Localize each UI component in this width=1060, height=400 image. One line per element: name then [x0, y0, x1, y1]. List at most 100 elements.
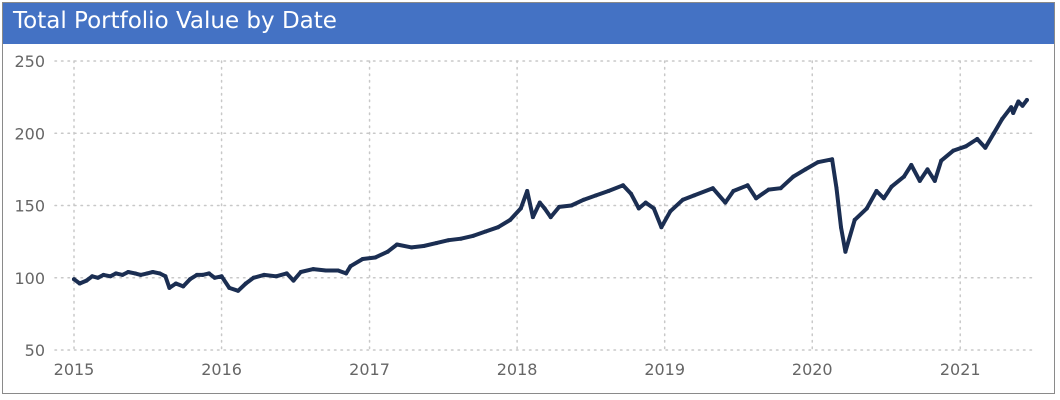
data-point	[508, 217, 513, 222]
x-axis-ticks: 2015 2016 2017 2018 2019 2020 2021	[54, 360, 981, 379]
data-point	[167, 285, 172, 290]
data-point	[446, 238, 451, 243]
data-point	[157, 271, 162, 276]
data-point	[385, 249, 390, 254]
data-point	[518, 206, 523, 211]
data-point	[200, 272, 205, 277]
series-line	[72, 98, 1029, 293]
data-point	[963, 144, 968, 149]
data-point	[77, 281, 82, 286]
data-point	[133, 271, 138, 276]
data-point	[219, 274, 224, 279]
data-point	[834, 186, 839, 191]
data-point	[360, 257, 365, 261]
data-point	[925, 167, 930, 172]
data-point	[471, 233, 476, 238]
data-point	[621, 183, 625, 188]
data-point	[830, 157, 835, 162]
x-tick-label: 2017	[349, 360, 390, 379]
data-point	[243, 281, 248, 286]
data-point	[323, 268, 328, 273]
data-point	[311, 267, 316, 272]
data-point	[557, 204, 562, 209]
data-point	[90, 274, 95, 279]
data-point	[983, 145, 988, 150]
y-tick-label: 250	[14, 52, 45, 71]
data-point	[881, 196, 886, 201]
y-tick-label: 200	[14, 124, 45, 143]
data-point	[188, 277, 192, 282]
data-point	[262, 272, 266, 277]
data-point	[373, 255, 378, 260]
data-point	[173, 281, 178, 286]
data-point	[227, 285, 232, 290]
data-point	[629, 191, 634, 196]
data-point	[395, 242, 399, 247]
data-point	[1024, 98, 1029, 102]
data-point	[659, 225, 664, 230]
chart-panel: Total Portfolio Value by Date 50 100 150 20…	[2, 2, 1055, 394]
data-point	[692, 193, 697, 198]
chart-title: Total Portfolio Value by Date	[13, 8, 337, 34]
data-point	[710, 186, 715, 191]
data-point	[1016, 99, 1021, 104]
data-point	[101, 272, 106, 277]
data-point	[126, 270, 131, 274]
data-point	[975, 137, 980, 141]
data-point	[336, 268, 340, 273]
series-layer	[72, 98, 1029, 293]
data-point	[72, 277, 76, 282]
data-point	[542, 206, 547, 211]
data-point	[530, 215, 535, 220]
data-point	[548, 215, 553, 220]
x-tick-label: 2019	[644, 360, 685, 379]
data-point	[284, 271, 289, 276]
data-point	[803, 167, 808, 172]
data-point	[525, 189, 530, 193]
data-point	[150, 270, 155, 274]
data-point	[348, 264, 353, 269]
data-point	[163, 274, 168, 279]
data-point	[114, 271, 118, 276]
data-point	[120, 272, 125, 277]
data-point	[766, 187, 771, 192]
data-point	[889, 184, 894, 189]
data-point	[458, 236, 463, 241]
data-point	[145, 271, 150, 276]
data-point	[778, 186, 783, 191]
data-point	[138, 272, 143, 277]
data-point	[815, 160, 820, 165]
data-point	[537, 200, 542, 205]
data-point	[194, 272, 199, 277]
data-point	[207, 271, 211, 276]
data-point	[181, 284, 186, 289]
data-point	[84, 278, 89, 283]
data-point	[1020, 103, 1025, 108]
data-point	[939, 158, 944, 163]
y-tick-label: 150	[14, 197, 45, 216]
data-point	[917, 178, 922, 183]
data-point	[723, 200, 728, 205]
data-point	[291, 278, 296, 283]
x-tick-label: 2015	[54, 360, 95, 379]
data-point	[951, 148, 956, 153]
x-tick-label: 2016	[201, 360, 242, 379]
y-axis-ticks: 50 100 150 200 250	[14, 52, 45, 360]
data-point	[569, 203, 574, 208]
data-point	[95, 275, 100, 280]
data-point	[909, 163, 914, 167]
data-point	[496, 225, 501, 230]
data-point	[636, 206, 641, 211]
grid	[54, 60, 1034, 351]
data-point	[731, 189, 736, 193]
y-tick-label: 50	[25, 341, 45, 360]
data-point	[581, 197, 586, 202]
data-point	[932, 178, 937, 183]
data-point	[298, 270, 303, 274]
data-point	[236, 288, 241, 293]
data-point	[274, 274, 279, 279]
data-point	[434, 241, 439, 246]
data-point	[991, 131, 996, 136]
data-point	[1000, 116, 1005, 121]
